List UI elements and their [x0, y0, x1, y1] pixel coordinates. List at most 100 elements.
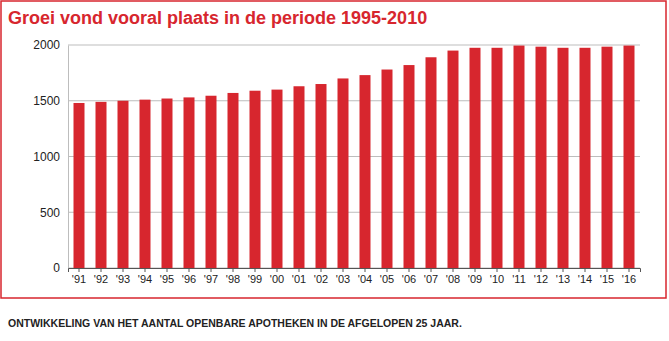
x-axis-line	[69, 269, 641, 273]
chart-caption: ONTWIKKELING VAN HET AANTAL OPENBARE APO…	[8, 317, 462, 329]
x-tick-mark	[167, 268, 168, 272]
x-tick-mark	[211, 268, 212, 272]
x-tick-mark	[277, 268, 278, 272]
x-tick-label: '98	[226, 273, 240, 285]
x-tick: '92	[94, 268, 108, 285]
bar	[426, 57, 437, 268]
x-tick-mark	[79, 268, 80, 272]
bar	[228, 93, 239, 268]
chart-frame	[1, 1, 666, 298]
x-tick: '16	[622, 268, 636, 285]
chart-title: Groei vond vooral plaats in de periode 1…	[8, 8, 427, 28]
x-tick-mark	[189, 268, 190, 272]
x-tick-label: '91	[72, 273, 86, 285]
x-tick: '08	[446, 268, 460, 285]
x-tick-label: '95	[160, 273, 174, 285]
x-tick-label: '12	[534, 273, 548, 285]
x-tick: '09	[468, 268, 482, 285]
x-tick-mark	[409, 268, 410, 272]
x-tick-label: '07	[424, 273, 438, 285]
grid-line	[68, 45, 640, 46]
x-tick: '94	[138, 268, 152, 285]
x-tick-label: '09	[468, 273, 482, 285]
x-tick-label: '05	[380, 273, 394, 285]
x-tick-mark	[585, 268, 586, 272]
bar	[580, 48, 591, 268]
bar	[184, 97, 195, 268]
x-tick: '96	[182, 268, 196, 285]
y-tick-label: 1500	[33, 94, 60, 108]
x-tick-mark	[541, 268, 542, 272]
x-tick: '95	[160, 268, 174, 285]
bar	[470, 48, 481, 268]
x-tick: '00	[270, 268, 284, 285]
bar	[338, 78, 349, 268]
x-tick: '06	[402, 268, 416, 285]
x-tick: '91	[72, 268, 86, 285]
bar	[536, 47, 547, 268]
y-tick-label: 500	[40, 206, 60, 220]
bar	[602, 47, 613, 268]
x-tick: '07	[424, 268, 438, 285]
x-tick: '01	[292, 268, 306, 285]
x-tick-mark	[497, 268, 498, 272]
y-axis: 0500100015002000	[33, 38, 68, 275]
x-tick-label: '02	[314, 273, 328, 285]
grid-line	[68, 212, 640, 213]
bar	[140, 100, 151, 268]
bar	[492, 48, 503, 268]
bar	[250, 91, 261, 268]
x-tick-mark	[321, 268, 322, 272]
x-tick-label: '03	[336, 273, 350, 285]
grid-line	[68, 156, 640, 157]
bar	[404, 65, 415, 268]
x-tick: '04	[358, 268, 372, 285]
x-tick-mark	[123, 268, 124, 272]
x-tick-mark	[145, 268, 146, 272]
x-tick: '97	[204, 268, 218, 285]
y-tick-label: 1000	[33, 150, 60, 164]
x-tick-label: '15	[600, 273, 614, 285]
x-tick-mark	[431, 268, 432, 272]
bar	[272, 90, 283, 268]
y-tick: 1000	[33, 150, 68, 164]
x-tick-label: '06	[402, 273, 416, 285]
bar	[360, 75, 371, 268]
x-tick-mark	[629, 268, 630, 272]
x-tick-label: '11	[512, 273, 526, 285]
x-tick-label: '92	[94, 273, 108, 285]
x-tick-label: '10	[490, 273, 504, 285]
bar	[514, 46, 525, 268]
grid-line	[68, 100, 640, 101]
chart-svg: Groei vond vooral plaats in de periode 1…	[0, 0, 669, 341]
x-tick-mark	[101, 268, 102, 272]
x-tick-label: '14	[578, 273, 592, 285]
x-tick-label: '04	[358, 273, 372, 285]
bar	[162, 99, 173, 268]
y-axis-line	[68, 46, 69, 269]
y-tick: 1500	[33, 94, 68, 108]
bar	[558, 48, 569, 268]
grid	[68, 45, 640, 268]
x-tick: '98	[226, 268, 240, 285]
x-tick-label: '97	[204, 273, 218, 285]
x-tick-mark	[387, 268, 388, 272]
bar	[624, 46, 635, 268]
x-axis: '91 '92 '93 '94 '95 '96 '97 '98 '99 '00 '01 '02 '03 '…	[69, 268, 641, 285]
x-tick: '02	[314, 268, 328, 285]
x-tick-mark	[563, 268, 564, 272]
x-tick: '12	[534, 268, 548, 285]
x-tick-mark	[475, 268, 476, 272]
bar	[74, 103, 85, 268]
x-tick-label: '93	[116, 273, 130, 285]
bar	[294, 86, 305, 268]
x-tick: '93	[116, 268, 130, 285]
x-tick: '99	[248, 268, 262, 285]
y-tick: 2000	[33, 38, 68, 52]
x-tick-mark	[453, 268, 454, 272]
x-tick-label: '01	[292, 273, 306, 285]
x-tick-mark	[607, 268, 608, 272]
bars	[74, 46, 635, 268]
x-tick-mark	[343, 268, 344, 272]
x-tick-label: '16	[622, 273, 636, 285]
